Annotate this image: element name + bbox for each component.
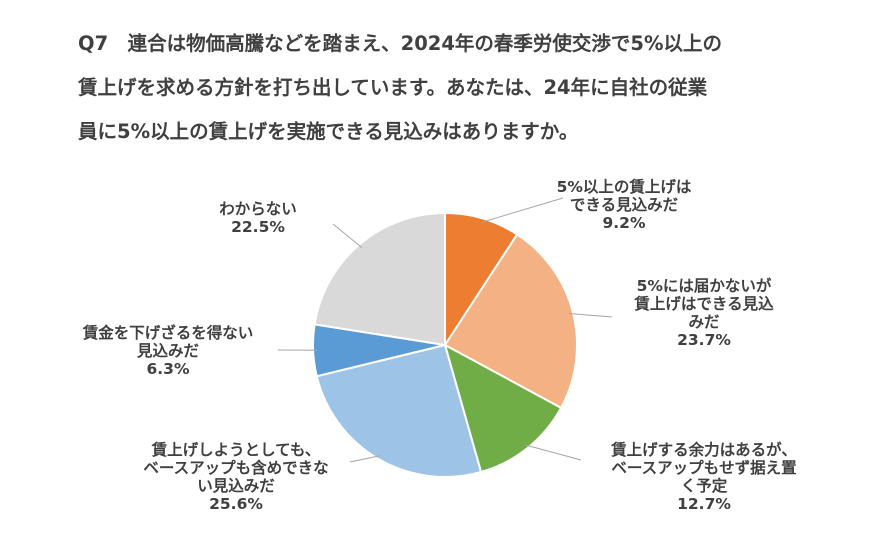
slice-label-3: 賃上げする余力はあるが、ベースアップもせず据え置く予定 12.7% bbox=[610, 440, 797, 513]
question-line-1: Q7 連合は物価高騰などを踏まえ、2024年の春季労使交渉で5%以上の bbox=[78, 32, 723, 55]
pie-slice-4 bbox=[315, 343, 483, 478]
leader-line-6 bbox=[332, 223, 363, 249]
slice-label-1: 5%以上の賃上げはできる見込みだ 9.2% bbox=[557, 177, 692, 232]
slice-label-4: 賃上げしようとしても、ベースアップも含めできない見込みだ 25.6% bbox=[143, 440, 328, 513]
question-title: Q7 連合は物価高騰などを踏まえ、2024年の春季労使交渉で5%以上の 賃上げを… bbox=[78, 22, 858, 154]
slice-label-2: 5%には届かないが賃上げはできる見込みだ 23.7% bbox=[633, 276, 774, 349]
pie-slice-3 bbox=[443, 342, 563, 474]
leader-line-4 bbox=[349, 455, 381, 463]
question-line-2: 賃上げを求める方針を打ち出しています。あなたは、24年に自社の従業 bbox=[78, 76, 708, 99]
slice-label-6: わからない 22.5% bbox=[219, 200, 297, 236]
leader-line-2 bbox=[569, 313, 613, 318]
pie-slice-2 bbox=[443, 233, 578, 410]
pie-slice-6 bbox=[313, 211, 446, 347]
leader-line-3 bbox=[524, 444, 582, 461]
slice-label-5: 賃金を下げざるを得ない見込みだ 6.3% bbox=[82, 323, 254, 378]
question-line-3: 員に5%以上の賃上げを実施できる見込みはありますか。 bbox=[78, 120, 579, 143]
leader-line-1 bbox=[481, 197, 564, 223]
